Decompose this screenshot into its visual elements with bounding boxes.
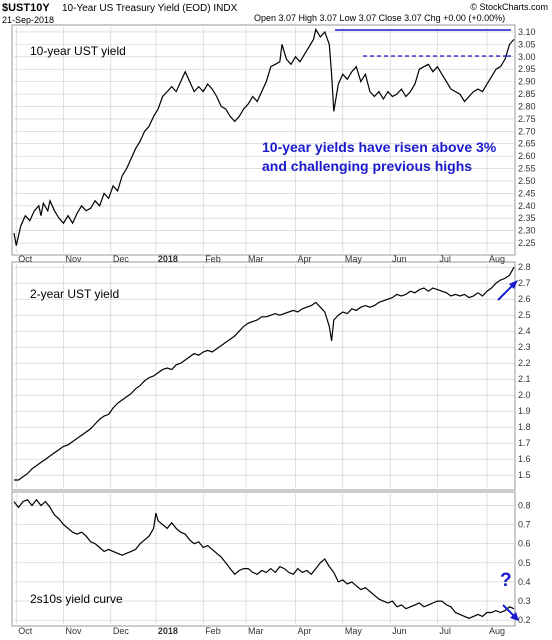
y-tick-label: 0.4	[518, 577, 531, 587]
y-tick-label: 2.30	[518, 226, 536, 236]
y-tick-label: 2.85	[518, 89, 536, 99]
series-line-2s10s	[13, 498, 515, 619]
y-tick-label: 3.00	[518, 52, 536, 62]
x-tick-label: Aug	[489, 626, 505, 636]
ohlc-readout: Open 3.07 High 3.07 Low 3.07 Close 3.07 …	[254, 13, 505, 23]
x-tick-label: Apr	[298, 626, 312, 636]
y-tick-label: 0.7	[518, 520, 531, 530]
highlight-text-line1: 10-year yields have risen above 3%	[262, 139, 497, 155]
chart-description: 10-Year US Treasury Yield (EOD) INDX	[62, 3, 238, 14]
x-tick-label: Jun	[392, 254, 407, 264]
x-tick-label: Mar	[248, 254, 264, 264]
y-tick-label: 2.45	[518, 188, 536, 198]
rising-arrow-icon	[497, 283, 515, 301]
y-tick-label: 2.8	[518, 262, 531, 272]
y-tick-label: 1.5	[518, 470, 531, 480]
y-tick-label: 2.5	[518, 310, 531, 320]
x-tick-label: Dec	[113, 626, 130, 636]
y-tick-label: 2.95	[518, 64, 536, 74]
x-tick-label: Jun	[392, 626, 407, 636]
x-tick-label: Apr	[298, 254, 312, 264]
y-tick-label: 2.50	[518, 176, 536, 186]
x-tick-label: Oct	[18, 254, 33, 264]
y-tick-label: 1.8	[518, 422, 531, 432]
y-tick-label: 3.10	[518, 27, 536, 37]
panel-label-2y: 2-year UST yield	[30, 287, 119, 301]
series-line-2y	[14, 266, 515, 481]
y-tick-label: 2.70	[518, 126, 536, 136]
grid-layer	[14, 27, 514, 624]
x-tick-label: Nov	[66, 254, 83, 264]
y-tick-label: 1.7	[518, 438, 531, 448]
highlight-text-line2: and challenging previous highs	[262, 158, 472, 174]
x-tick-label: May	[345, 626, 363, 636]
x-tick-label: Aug	[489, 254, 505, 264]
chart-symbol: $UST10Y	[2, 2, 50, 14]
series-line-10y	[13, 27, 515, 246]
rising-arrowhead-icon	[509, 280, 518, 289]
x-tick-label: Oct	[18, 626, 33, 636]
y-tick-label: 2.75	[518, 114, 536, 124]
y-tick-label: 2.25	[518, 238, 536, 248]
y-tick-label: 2.0	[518, 390, 531, 400]
question-mark: ?	[500, 570, 512, 591]
y-tick-label: 2.2	[518, 358, 531, 368]
y-tick-label: 2.55	[518, 164, 536, 174]
y-tick-label: 3.05	[518, 39, 536, 49]
x-tick-label: Dec	[113, 254, 130, 264]
y-tick-label: 2.7	[518, 278, 531, 288]
y-tick-label: 2.3	[518, 342, 531, 352]
panel-frame-2s10s	[11, 491, 516, 627]
y-tick-label: 2.6	[518, 294, 531, 304]
x-tick-label: May	[345, 254, 363, 264]
y-tick-label: 0.2	[518, 615, 531, 625]
x-tick-label: Mar	[248, 626, 264, 636]
y-tick-label: 0.5	[518, 558, 531, 568]
watermark: © StockCharts.com	[470, 2, 548, 12]
panel-label-10y: 10-year UST yield	[30, 44, 126, 58]
falling-arrowhead-icon	[510, 612, 519, 621]
y-tick-label: 2.60	[518, 151, 536, 161]
x-tick-label: Feb	[205, 254, 221, 264]
chart-date: 21-Sep-2018	[2, 15, 54, 25]
x-tick-label: Nov	[66, 626, 83, 636]
panel-frame-10y	[11, 24, 516, 256]
panel-frame-2y	[11, 261, 516, 491]
y-tick-layer: 2.252.302.352.402.452.502.552.602.652.70…	[518, 27, 536, 625]
x-tick-label: Feb	[205, 626, 221, 636]
y-tick-label: 0.8	[518, 500, 531, 510]
x-tick-layer: Oct Nov Dec 2018 Feb Mar Apr May Jun Jul Aug Oct Nov…	[18, 254, 505, 636]
y-tick-label: 2.80	[518, 101, 536, 111]
y-tick-label: 0.3	[518, 596, 531, 606]
x-tick-label: Jul	[439, 254, 451, 264]
y-tick-label: 0.6	[518, 539, 531, 549]
y-tick-label: 1.6	[518, 454, 531, 464]
x-tick-label: 2018	[158, 254, 178, 264]
y-tick-label: 2.4	[518, 326, 531, 336]
y-tick-label: 2.90	[518, 77, 536, 87]
y-tick-label: 1.9	[518, 406, 531, 416]
panel-label-2s10s: 2s10s yield curve	[30, 592, 123, 606]
y-tick-label: 2.65	[518, 139, 536, 149]
y-tick-label: 2.40	[518, 201, 536, 211]
x-tick-label: Jul	[439, 626, 451, 636]
y-tick-label: 2.1	[518, 374, 531, 384]
y-tick-label: 2.35	[518, 213, 536, 223]
x-tick-label: 2018	[158, 626, 178, 636]
